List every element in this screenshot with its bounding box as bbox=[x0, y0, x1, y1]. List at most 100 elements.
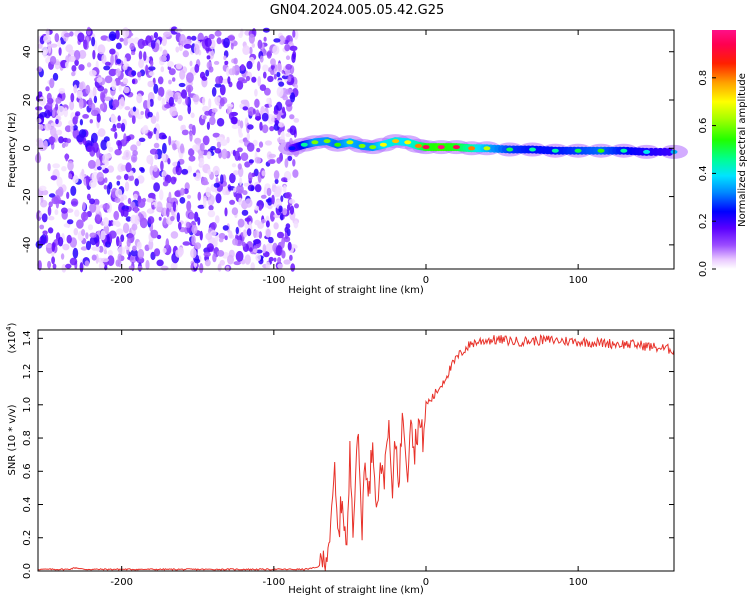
spectrogram-noise-speckle bbox=[119, 37, 124, 42]
spectrogram-noise-speckle bbox=[201, 76, 208, 81]
spectrogram-noise-speckle bbox=[180, 143, 185, 154]
spectrogram-noise-speckle bbox=[131, 115, 136, 124]
spectrogram-noise-speckle bbox=[229, 199, 236, 205]
y-tick-label: 0.4 bbox=[22, 497, 33, 513]
spectrogram-noise-speckle bbox=[252, 229, 260, 238]
spectrogram-noise-speckle bbox=[40, 234, 47, 245]
spectrogram-noise-speckle bbox=[159, 189, 164, 201]
spectrogram-noise-speckle bbox=[213, 60, 220, 65]
spectrogram-noise-speckle bbox=[254, 156, 261, 164]
spectrogram-noise-speckle bbox=[137, 38, 145, 49]
spectrogram-noise-speckle bbox=[242, 229, 248, 238]
spectrogram-noise-speckle bbox=[126, 238, 131, 247]
spectrogram-noise-speckle bbox=[280, 195, 284, 203]
spectrogram-noise-speckle bbox=[208, 205, 214, 211]
spectrogram-noise-speckle bbox=[91, 254, 97, 261]
spectrogram-noise-speckle bbox=[191, 234, 196, 246]
spectrogram-noise-speckle bbox=[148, 239, 154, 250]
spectrogram-noise-speckle bbox=[71, 71, 76, 77]
spectrogram-noise-speckle bbox=[108, 146, 114, 153]
spectrogram-noise-speckle bbox=[161, 97, 166, 107]
spectrogram-noise-speckle bbox=[72, 175, 79, 184]
spectrogram-noise-speckle bbox=[215, 177, 219, 185]
spectrogram-noise-speckle bbox=[125, 135, 131, 142]
spectrogram-noise-speckle bbox=[236, 184, 244, 194]
spectrogram-noise-speckle bbox=[189, 60, 193, 67]
spectrogram-noise-speckle bbox=[267, 204, 273, 210]
spectrogram-noise-speckle bbox=[115, 188, 123, 198]
spectrogram-noise-speckle bbox=[150, 229, 159, 239]
spectrogram-noise-speckle bbox=[114, 220, 120, 226]
spectrogram-noise-speckle bbox=[228, 230, 233, 239]
spectrogram-noise-speckle bbox=[98, 262, 105, 270]
spectrogram-noise-speckle bbox=[56, 105, 65, 116]
spectrogram-noise-speckle bbox=[85, 175, 90, 187]
spectrogram-noise-speckle bbox=[215, 76, 222, 85]
spectrogram-noise-speckle bbox=[174, 190, 181, 197]
spectrogram-noise-speckle bbox=[194, 63, 200, 73]
spectrogram-noise-speckle bbox=[170, 26, 179, 35]
spectrogram-noise-speckle bbox=[230, 42, 234, 50]
colorbar-tick-label: 0.2 bbox=[698, 213, 709, 229]
spectrogram-noise-speckle bbox=[184, 38, 192, 45]
spectrogram-noise-speckle bbox=[124, 181, 130, 192]
spectrogram-noise-speckle bbox=[268, 256, 274, 262]
spectrogram-noise-speckle bbox=[37, 260, 42, 271]
spectrogram-noise-speckle bbox=[201, 180, 209, 186]
spectrogram-noise-speckle bbox=[79, 262, 84, 273]
spectrogram-noise-speckle bbox=[82, 114, 89, 119]
spectrogram-noise-speckle bbox=[272, 45, 280, 55]
spectrogram-noise-speckle bbox=[205, 69, 210, 77]
spectrogram-noise-speckle bbox=[93, 95, 98, 104]
spectrogram-noise-speckle bbox=[159, 55, 167, 62]
spectrogram-noise-speckle bbox=[61, 142, 66, 148]
spectrogram-noise-speckle bbox=[254, 205, 259, 211]
spectrogram-noise-speckle bbox=[261, 112, 269, 122]
spectrogram-noise-speckle bbox=[157, 95, 162, 101]
spectrogram-noise-speckle bbox=[163, 31, 171, 38]
spectrogram-noise-speckle bbox=[103, 88, 108, 94]
spectrogram-noise-speckle bbox=[45, 101, 53, 110]
spectrogram-noise-speckle bbox=[197, 191, 202, 201]
spectrogram-noise-speckle bbox=[47, 163, 51, 172]
spectrogram-noise-speckle bbox=[281, 130, 285, 140]
spectrogram-noise-speckle bbox=[37, 43, 43, 49]
spectrogram-noise-speckle bbox=[65, 44, 73, 53]
spectrogram-noise-speckle bbox=[55, 97, 62, 104]
spectrogram-noise-speckle bbox=[93, 198, 100, 206]
spectrogram-noise-speckle bbox=[129, 201, 136, 209]
spectrogram-noise-speckle bbox=[45, 86, 50, 92]
spectrogram-noise-speckle bbox=[42, 230, 48, 235]
spectrogram-noise-speckle bbox=[204, 37, 212, 48]
spectrogram-noise-speckle bbox=[70, 198, 79, 207]
spectrogram-noise-speckle bbox=[70, 92, 75, 103]
spectrogram-noise-speckle bbox=[73, 84, 78, 94]
spectrogram-noise-speckle bbox=[103, 184, 108, 190]
spectrogram-noise-speckle bbox=[278, 35, 286, 45]
snr-series-line bbox=[37, 334, 675, 571]
spectrogram-ridge-peak bbox=[334, 142, 342, 147]
spectrogram-noise-speckle bbox=[214, 148, 222, 154]
spectrogram-noise-speckle bbox=[285, 223, 291, 230]
spectrogram-noise-speckle bbox=[270, 64, 275, 70]
spectrogram-noise-speckle bbox=[216, 37, 222, 45]
spectrogram-noise-speckle bbox=[140, 111, 144, 115]
spectrogram-noise-speckle bbox=[212, 132, 220, 138]
spectrogram-ridge-peak bbox=[323, 139, 331, 144]
spectrogram-noise-speckle bbox=[82, 137, 87, 146]
spectrogram-noise-speckle bbox=[231, 207, 239, 216]
spectrogram-noise-speckle bbox=[65, 263, 72, 269]
spectrogram-y-axis-label: Frequency (Hz) bbox=[7, 112, 18, 188]
spectrogram-noise-speckle bbox=[186, 200, 192, 212]
spectrogram-noise-speckle bbox=[153, 248, 161, 257]
spectrogram-noise-speckle bbox=[79, 119, 83, 126]
spectrogram-noise-speckle bbox=[149, 98, 154, 107]
spectrogram-noise-speckle bbox=[268, 153, 277, 158]
spectrogram-noise-speckle bbox=[191, 224, 198, 235]
spectrogram-noise-speckle bbox=[114, 149, 122, 156]
spectrogram-noise-speckle bbox=[254, 116, 262, 121]
spectrogram-noise-speckle bbox=[47, 43, 52, 54]
spectrogram-noise-speckle bbox=[132, 106, 137, 112]
spectrogram-noise-speckle bbox=[136, 113, 144, 120]
spectrogram-noise-speckle bbox=[166, 207, 170, 218]
